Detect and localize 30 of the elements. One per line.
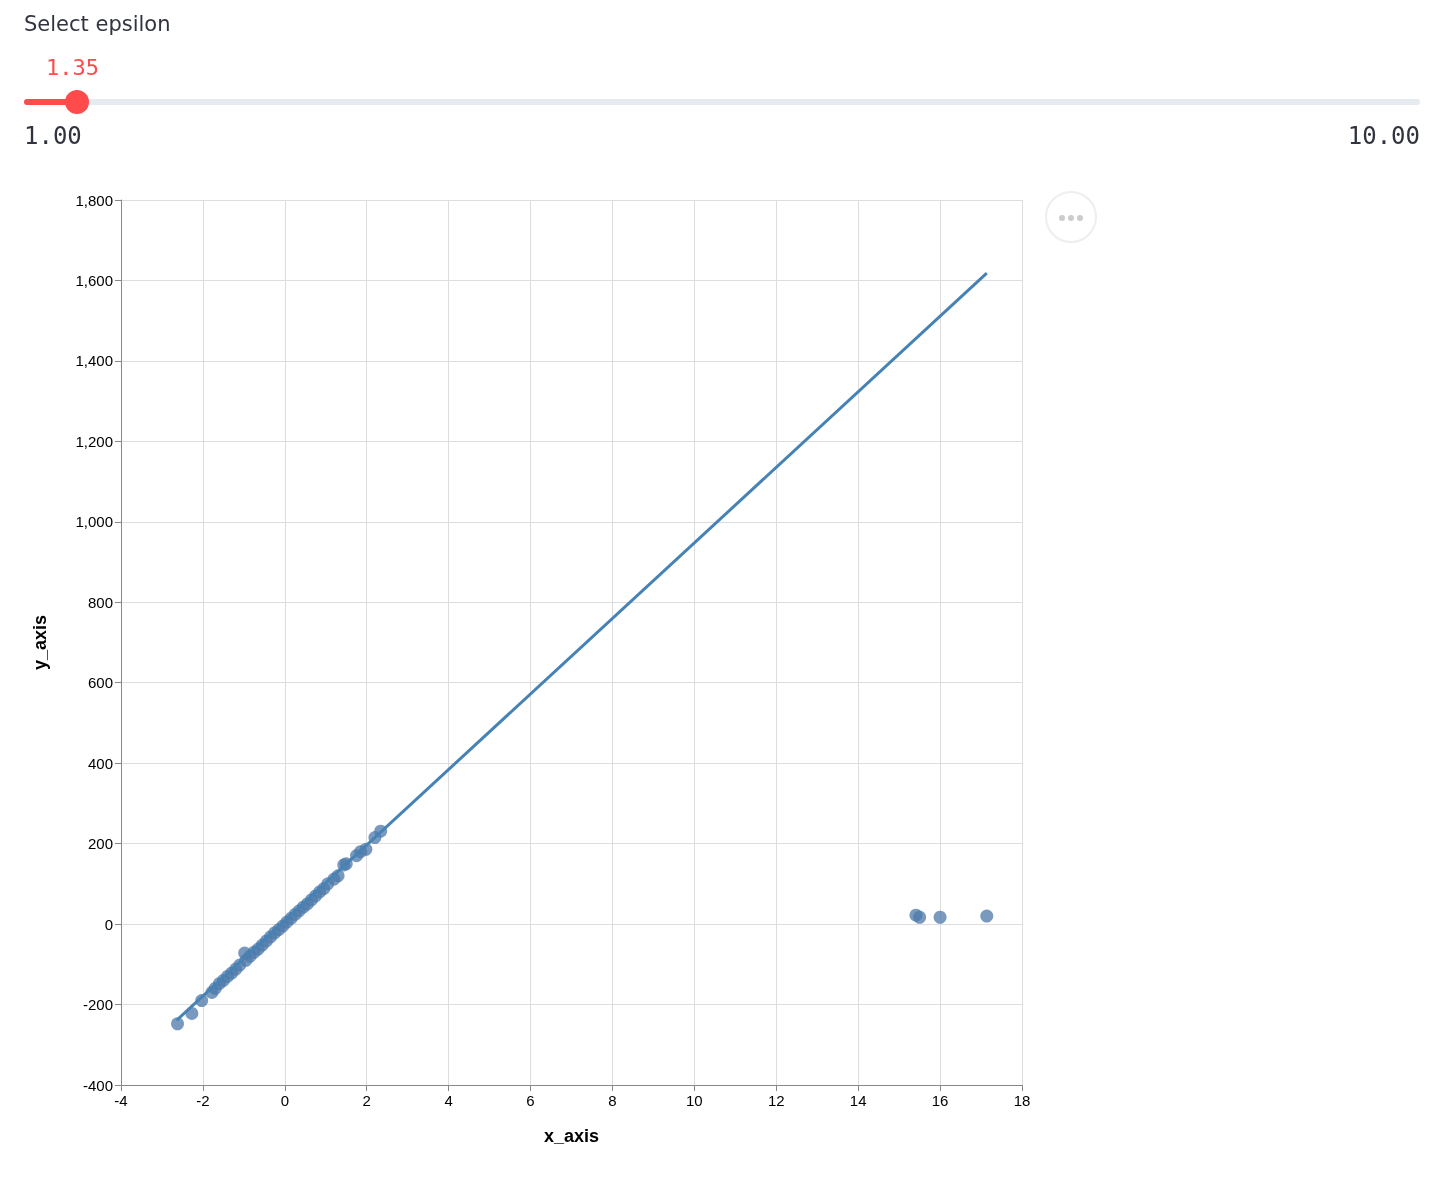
text: 10.00	[1347, 122, 1420, 150]
x-tick-label: 8	[608, 1092, 617, 1109]
y-tick-label: 1,200	[75, 432, 113, 450]
y-tick-label: 1,800	[75, 191, 113, 209]
x-tick-label: 18	[1013, 1092, 1031, 1109]
y-tick-label: 200	[87, 835, 113, 853]
y-tick-label: 800	[87, 593, 113, 611]
x-tick-label: 10	[686, 1092, 703, 1109]
x-tick-label: 6	[526, 1092, 535, 1109]
text: 1.00	[24, 122, 82, 150]
text: 1.35	[46, 55, 99, 80]
x-tick-label: 14	[849, 1092, 867, 1109]
x-tick-label: 2	[362, 1092, 371, 1109]
y-tick-label: 400	[87, 754, 113, 772]
x-tick-label: 0	[280, 1092, 289, 1109]
y-tick-label: 1,400	[75, 352, 113, 370]
x-tick-label: -4	[114, 1092, 128, 1109]
y-tick-label: -400	[82, 1076, 113, 1094]
y-tick-label: -200	[82, 996, 113, 1014]
text: Select epsilon	[24, 12, 171, 36]
y-tick-label: 1,600	[75, 271, 113, 289]
x-tick-label: 16	[931, 1092, 949, 1109]
y-axis-title: y_axis	[30, 614, 50, 671]
y-tick-label: 1,000	[75, 513, 113, 531]
x-tick-label: -2	[196, 1092, 210, 1109]
x-tick-label: 4	[444, 1092, 453, 1109]
x-axis-title: x_axis	[543, 1126, 600, 1146]
y-tick-label: 600	[87, 674, 113, 692]
y-tick-label: 0	[104, 915, 113, 933]
x-tick-label: 12	[767, 1092, 785, 1109]
